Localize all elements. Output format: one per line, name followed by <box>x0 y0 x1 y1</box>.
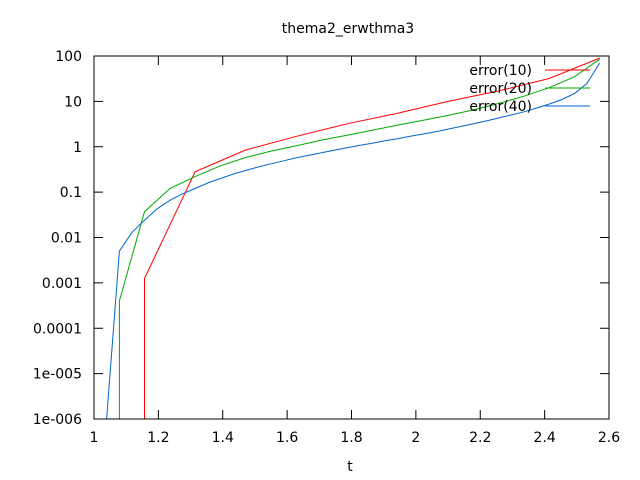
y-tick-label: 10 <box>64 94 82 110</box>
x-tick-label: 2.4 <box>533 430 555 446</box>
legend: error(10) error(20) error(40) <box>469 63 590 115</box>
y-tick-label: 0.001 <box>42 276 82 292</box>
y-axis: 1e-006 1e-005 0.0001 0.001 0.01 0.1 1 10 100 <box>33 49 609 428</box>
plot-frame <box>93 55 610 420</box>
y-tick-label: 1e-006 <box>33 412 82 428</box>
y-tick-label: 100 <box>55 49 82 65</box>
legend-label: error(40) <box>469 99 532 115</box>
plot-series <box>106 57 601 420</box>
y-tick-label: 0.1 <box>60 185 82 201</box>
legend-label: error(20) <box>469 81 532 97</box>
series-line-error(20) <box>118 58 600 419</box>
y-tick-label: 1e-005 <box>33 367 82 383</box>
y-tick-label: 0.0001 <box>33 321 82 337</box>
legend-label: error(10) <box>469 63 532 79</box>
x-tick-label: 2.6 <box>598 430 620 446</box>
x-axis-label: t <box>347 459 353 475</box>
x-tick-label: 1.4 <box>212 430 234 446</box>
x-tick-label: 2 <box>411 430 420 446</box>
y-tick-label: 0.01 <box>51 231 82 247</box>
x-tick-label: 1 <box>90 430 99 446</box>
x-tick-label: 1.2 <box>147 430 169 446</box>
y-tick-label: 1 <box>73 140 82 156</box>
x-tick-label: 1.8 <box>340 430 362 446</box>
series-line-error(40) <box>106 62 601 420</box>
chart-title: thema2_erwthma3 <box>282 21 414 37</box>
series-line-error(10) <box>144 57 600 419</box>
x-axis: 1 1.2 1.4 1.6 1.8 2 2.2 2.4 2.6 <box>90 56 620 446</box>
x-tick-label: 2.2 <box>469 430 491 446</box>
x-tick-label: 1.6 <box>276 430 298 446</box>
